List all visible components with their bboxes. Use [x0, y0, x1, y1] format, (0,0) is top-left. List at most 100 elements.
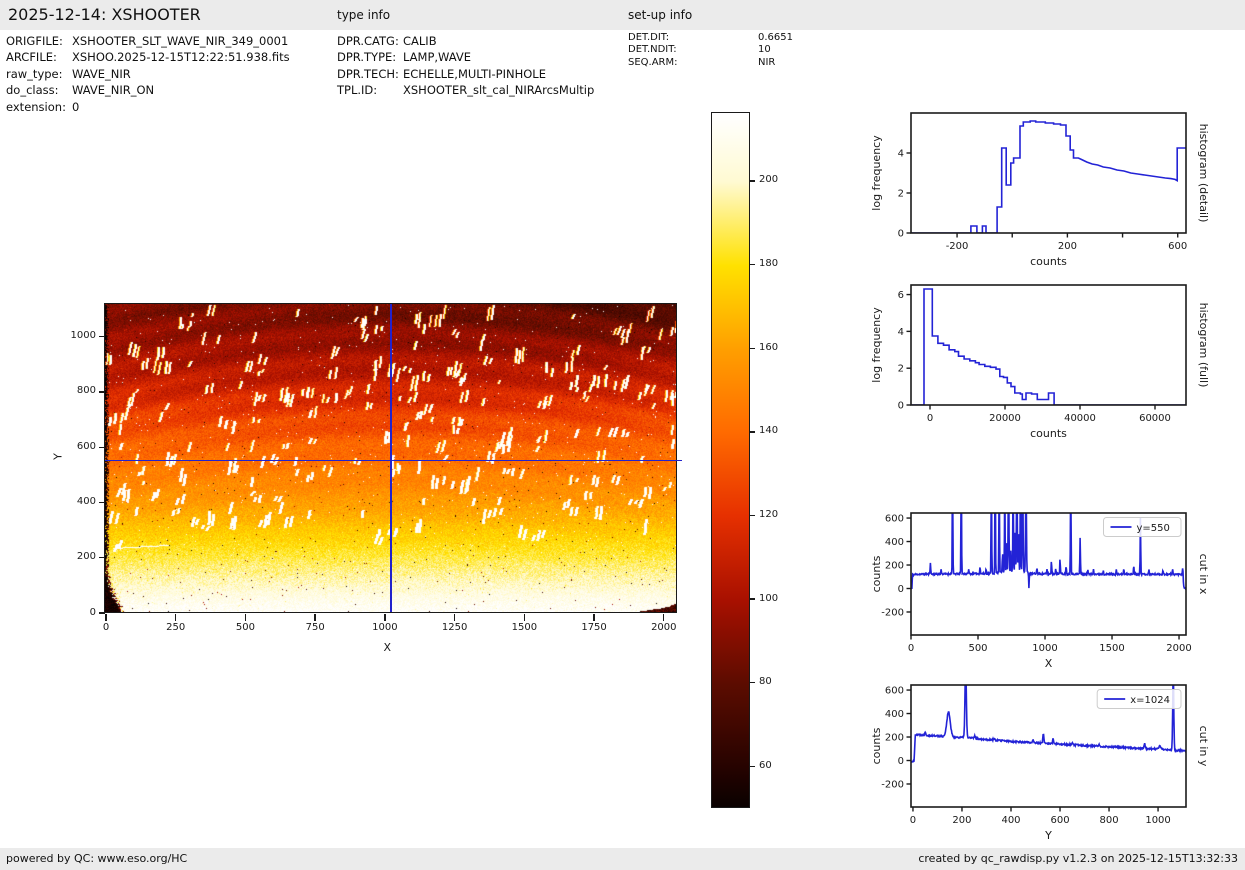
colorbar-tick-mark [749, 681, 756, 684]
x-tick-label: 1250 [441, 621, 468, 633]
hist_full-frame [910, 284, 1187, 406]
info-value: WAVE_NIR [72, 66, 131, 81]
x-tick-label: 1500 [1099, 643, 1124, 654]
info-row: SEQ.ARM: NIR [628, 57, 793, 69]
y-tick-label: 400 [885, 709, 904, 720]
x-tick-mark [663, 614, 665, 621]
y-tick-label: 4 [898, 149, 904, 160]
right-axis-label: histogram (detail) [1197, 124, 1210, 223]
info-value: NIR [758, 56, 776, 68]
info-value: WAVE_NIR_ON [72, 83, 155, 98]
colorbar-tick-label: 120 [759, 508, 779, 520]
info-value: 0 [72, 99, 80, 114]
x-tick-label: 600 [1050, 815, 1069, 826]
info-label: do_class: [6, 83, 59, 98]
header-bar: 2025-12-14: XSHOOTER type info set-up in… [0, 0, 1245, 30]
info-value: XSHOOTER_SLT_WAVE_NIR_349_0001 [72, 34, 289, 48]
info-row: DPR.TYPE: LAMP,WAVE [337, 49, 594, 65]
colorbar-tick-label: 160 [759, 341, 779, 353]
info-value: LAMP,WAVE [403, 50, 472, 65]
colorbar-tick-mark [749, 765, 756, 767]
hist_full-line [911, 288, 1186, 405]
x-tick-label: 0 [102, 621, 110, 633]
y-tick-label: 200 [885, 561, 904, 572]
y-tick-label: 400 [885, 537, 904, 548]
y-axis-label: log frequency [870, 135, 883, 211]
right-axis-label: histogram (full) [1197, 303, 1210, 388]
x-tick-label: 800 [1099, 815, 1118, 826]
y-axis-label: counts [870, 727, 883, 764]
info-row: extension: 0 [6, 99, 290, 115]
crosshair-vertical-line [390, 304, 392, 613]
footer-left-text: powered by QC: www.eso.org/HC [6, 852, 188, 865]
x-tick-label: 500 [235, 621, 255, 633]
x-axis-label: counts [1030, 427, 1067, 440]
info-row: do_class: WAVE_NIR_ON [6, 82, 290, 98]
y-tick-label: 2 [898, 364, 904, 375]
x-axis-label: X [383, 641, 392, 654]
x-tick-label: 500 [968, 643, 987, 654]
colorbar-tick-label: 140 [759, 425, 779, 437]
x-tick-label: 2000 [651, 621, 677, 633]
y-tick-mark [98, 446, 106, 448]
x-tick-label: 200 [1058, 241, 1077, 252]
colorbar-tick-mark [749, 263, 756, 266]
y-tick-label: 200 [76, 551, 96, 563]
cut_y-frame [910, 684, 1187, 808]
info-row: DET.DIT: 0.6651 [628, 32, 793, 44]
legend-label: y=550 [1137, 523, 1170, 534]
info-label: DPR.TYPE: [337, 50, 397, 65]
cut_y-line [911, 685, 1186, 763]
x-tick-label: 400 [1001, 815, 1020, 826]
x-tick-label: 1750 [581, 621, 607, 633]
cut_x-line [911, 513, 1186, 590]
info-value: 10 [758, 44, 771, 56]
legend-box [1103, 517, 1182, 537]
x-tick-label: 200 [952, 815, 971, 826]
colorbar-tick-mark [749, 347, 756, 349]
info-value: CALIB [403, 34, 437, 48]
x-tick-label: 1000 [372, 621, 398, 633]
colorbar-tick-label: 60 [759, 759, 772, 771]
page-title: 2025-12-14: XSHOOTER [8, 5, 201, 24]
y-tick-label: -200 [881, 779, 904, 790]
x-tick-mark [593, 614, 595, 621]
x-axis-label: Y [1044, 829, 1052, 842]
y-tick-label: 600 [885, 686, 904, 697]
y-tick-mark [98, 501, 106, 504]
hist_detail-line [911, 120, 1186, 233]
crosshair-horizontal-line [105, 459, 683, 461]
x-tick-mark [244, 614, 247, 621]
y-tick-mark [98, 336, 106, 338]
colorbar-tick-label: 80 [759, 676, 772, 688]
right-axis-label: cut in y [1197, 726, 1210, 767]
setup-info-list: DET.DIT: 0.6651 DET.NDIT: 10 SEQ.ARM: NIR [628, 32, 793, 69]
y-tick-label: 0 [898, 229, 904, 240]
colorbar-tick-mark [749, 431, 756, 433]
type-info-list: DPR.CATG: CALIB DPR.TYPE: LAMP,WAVE DPR.TECH… [337, 33, 594, 99]
x-axis-label: X [1045, 657, 1053, 670]
y-tick-label: 0 [898, 401, 904, 412]
x-tick-mark [453, 614, 456, 621]
y-tick-label: 0 [89, 606, 96, 618]
info-value: XSHOOTER_slt_cal_NIRArcsMultip [403, 83, 595, 98]
x-tick-label: 1000 [1032, 643, 1057, 654]
y-axis-label: Y [51, 453, 65, 460]
info-label: DPR.TECH: [337, 66, 399, 81]
footer-bar: powered by QC: www.eso.org/HC created by… [0, 848, 1245, 870]
info-label: SEQ.ARM: [628, 56, 678, 68]
x-tick-label: 1000 [1145, 815, 1170, 826]
colorbar-tick-label: 180 [759, 258, 779, 270]
x-tick-label: 60000 [1139, 413, 1171, 424]
y-tick-mark [98, 612, 106, 614]
y-tick-mark [98, 391, 106, 393]
x-tick-label: 40000 [1064, 413, 1096, 424]
info-label: DET.NDIT: [628, 44, 677, 56]
y-tick-label: 1000 [70, 330, 96, 342]
info-value: XSHOO.2025-12-15T12:22:51.938.fits [72, 50, 290, 65]
info-label: DET.DIT: [628, 32, 670, 43]
colorbar-tick-label: 200 [759, 174, 779, 186]
x-tick-label: 250 [166, 621, 186, 633]
info-value: ECHELLE,MULTI-PINHOLE [403, 66, 546, 81]
